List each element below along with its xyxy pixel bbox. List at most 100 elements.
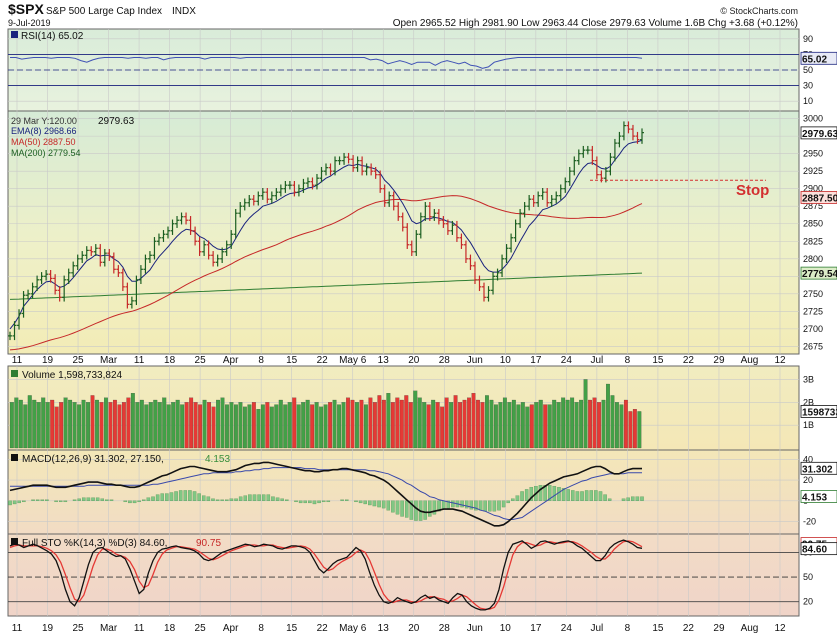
- macd-tag: 31.302: [802, 464, 833, 475]
- macd-histogram-bar: [621, 498, 626, 501]
- volume-bar: [292, 397, 297, 449]
- volume-bar: [449, 402, 454, 449]
- macd-histogram-bar: [45, 499, 49, 501]
- volume-bar: [368, 397, 373, 449]
- macd-histogram-bar: [160, 493, 164, 501]
- volume-bar: [583, 379, 588, 449]
- x-axis-label: 8: [625, 355, 631, 366]
- macd-histogram-bar: [225, 499, 229, 501]
- volume-bar: [632, 409, 637, 449]
- macd-histogram-bar: [266, 494, 271, 501]
- macd-histogram-bar: [432, 500, 437, 515]
- macd-histogram-bar: [478, 500, 483, 511]
- volume-bar: [337, 404, 341, 449]
- volume-bar: [444, 397, 449, 449]
- macd-histogram-bar: [372, 500, 377, 507]
- volume-bar: [175, 399, 180, 449]
- macd-histogram-bar: [631, 496, 635, 501]
- volume-series: [9, 379, 642, 449]
- volume-bar: [77, 404, 82, 449]
- macd-series: [8, 461, 644, 527]
- volume-bar: [547, 404, 552, 449]
- volume-bar: [377, 395, 382, 449]
- price-tick: 2875: [803, 201, 823, 211]
- ma50-tag-box: [800, 191, 837, 204]
- volume-bar: [251, 402, 256, 449]
- macd-histogram-bar: [220, 499, 224, 501]
- instrument-name: S&P 500 Large Cap Index: [46, 6, 162, 17]
- volume-bar: [54, 406, 59, 449]
- volume-bar: [99, 402, 104, 449]
- macd-histogram-bar: [298, 500, 303, 504]
- macd-histogram-bar: [123, 500, 128, 503]
- x-axis-label-bottom: 19: [42, 623, 54, 634]
- volume-bar: [229, 402, 234, 449]
- sto-k-tag: 84.60: [802, 545, 827, 556]
- volume-bar: [390, 402, 395, 449]
- macd-histogram-bar: [155, 494, 160, 501]
- volume-bar: [480, 402, 485, 449]
- volume-bar: [511, 399, 516, 449]
- volume-tag: 1598733: [802, 407, 837, 418]
- volume-bar: [180, 404, 185, 449]
- volume-bar: [216, 399, 220, 449]
- volume-bar: [637, 411, 642, 449]
- macd-histogram-bar: [340, 499, 344, 501]
- macd-histogram-bar: [105, 499, 109, 501]
- macd-histogram-bar: [635, 496, 640, 501]
- macd-histogram-bar: [326, 500, 331, 503]
- macd-histogram-bar: [31, 499, 35, 501]
- macd-histogram-bar: [460, 500, 464, 508]
- macd-histogram-bar: [234, 498, 238, 501]
- macd-histogram-bar: [552, 486, 557, 501]
- x-axis-label: 10: [500, 355, 512, 366]
- macd-histogram-bar: [557, 487, 561, 501]
- x-axis-label: 13: [378, 355, 390, 366]
- x-axis-label: Jun: [467, 355, 483, 366]
- macd-tag-box: [800, 461, 837, 475]
- macd-legend: MACD(12,26,9) 31.302, 27.150, 4.153: [11, 454, 230, 465]
- macd-histogram-bar: [575, 491, 580, 501]
- volume-bar: [59, 402, 64, 449]
- rsi-tick: 90: [803, 34, 813, 44]
- macd-histogram-bar: [275, 497, 280, 501]
- macd-histogram-bar: [368, 500, 372, 506]
- x-axis-label: 25: [195, 355, 207, 366]
- macd-histogram-bar: [271, 496, 275, 501]
- macd-histogram-bar: [386, 500, 391, 511]
- macd-histogram-bar: [451, 500, 455, 508]
- volume-bar: [556, 402, 561, 449]
- volume-bar: [485, 395, 489, 449]
- volume-bar: [130, 393, 135, 449]
- macd-tick: 20: [803, 475, 813, 485]
- rsi-series: [10, 57, 643, 69]
- x-axis-label: 20: [408, 355, 420, 366]
- volume-bar: [265, 402, 270, 449]
- volume-bar: [157, 402, 162, 449]
- volume-tick: 2B: [803, 397, 814, 407]
- volume-bar: [538, 399, 543, 449]
- macd-tick: -20: [803, 517, 816, 527]
- x-axis-label-bottom: 8: [625, 623, 631, 634]
- macd-histogram-bar: [238, 496, 243, 501]
- x-axis-label-bottom: Apr: [223, 623, 239, 634]
- sto-k-tag-box: [800, 542, 837, 556]
- macd-histogram-bar: [280, 498, 284, 501]
- axes: 11 11 19 19 25 25 Mar Mar 11 11 18 18 25 25 Apr Apr 8 8 15…: [12, 34, 837, 634]
- volume-bar: [597, 402, 601, 449]
- volume-bar: [278, 399, 283, 449]
- volume-bar: [319, 406, 324, 449]
- price-tick: 2800: [803, 254, 823, 264]
- macd-histogram-bar: [308, 500, 312, 504]
- macd-histogram-bar: [603, 494, 607, 501]
- chart-header: $SPX S&P 500 Large Cap Index INDX © Stoc…: [8, 1, 798, 29]
- volume-bar: [623, 399, 628, 449]
- macd-histogram-bar: [354, 500, 358, 503]
- macd-histogram-bar: [72, 499, 77, 501]
- volume-bar: [162, 397, 167, 449]
- sto-legend: Full STO %K(14,3) %D(3) 84.60, 90.75: [11, 538, 221, 549]
- macd-histogram-bar: [211, 498, 215, 501]
- volume-bar: [328, 402, 333, 449]
- macd-histogram-bar: [414, 500, 418, 521]
